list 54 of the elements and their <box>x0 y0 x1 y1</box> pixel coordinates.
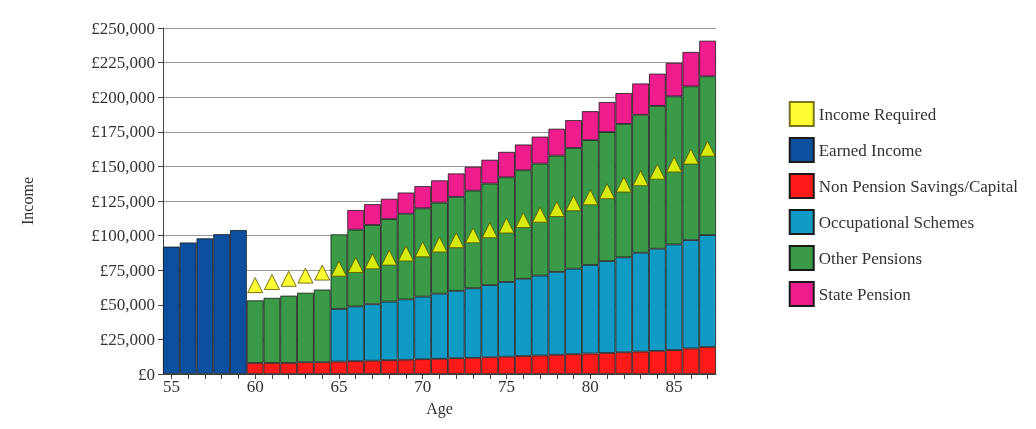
point <box>465 227 482 244</box>
y-axis-title: Income <box>18 177 36 225</box>
y-tick-label: £50,000 <box>99 295 155 315</box>
point <box>280 270 297 287</box>
y-tick-label: £125,000 <box>91 191 155 211</box>
y-tick-label: £75,000 <box>99 260 155 280</box>
point <box>615 176 632 193</box>
point <box>515 212 532 229</box>
legend-label: Non Pension Savings/Capital <box>818 176 1019 196</box>
point <box>347 256 364 273</box>
point <box>247 277 264 294</box>
y-tick-label: £200,000 <box>91 87 155 107</box>
x-tick-label: 80 <box>581 377 599 396</box>
x-tick-label: 75 <box>498 377 516 396</box>
legend-label: State Pension <box>818 284 912 304</box>
x-tick-label: 85 <box>665 377 683 396</box>
legend-label: Income Required <box>818 104 937 124</box>
point <box>532 206 549 223</box>
point <box>263 273 280 290</box>
y-tick-label: £175,000 <box>91 122 155 142</box>
x-tick-label: 60 <box>246 377 264 396</box>
y-tick-label: £0 <box>138 364 155 384</box>
x-tick-label: 70 <box>414 377 432 396</box>
y-tick-label: £250,000 <box>91 18 155 38</box>
point <box>381 249 398 266</box>
y-tick-label: £100,000 <box>91 226 155 246</box>
point <box>599 183 616 200</box>
point <box>565 195 582 212</box>
point <box>632 170 649 187</box>
legend-label: Earned Income <box>818 140 923 160</box>
x-tick-label: 65 <box>330 377 348 396</box>
y-tick-label: £225,000 <box>91 53 155 73</box>
point <box>548 201 565 218</box>
point <box>649 163 666 180</box>
point <box>431 236 448 253</box>
point <box>498 217 515 234</box>
point <box>414 241 431 258</box>
point <box>330 260 347 277</box>
point <box>314 264 331 281</box>
point <box>582 189 599 206</box>
legend-label: Occupational Schemes <box>818 212 975 232</box>
point <box>448 232 465 249</box>
point <box>699 140 716 157</box>
y-tick-label: £150,000 <box>91 156 155 176</box>
point <box>397 245 414 262</box>
x-axis-title: Age <box>426 399 453 418</box>
point <box>481 222 498 239</box>
x-tick-label: 55 <box>162 377 180 396</box>
legend-label: Other Pensions <box>818 248 923 268</box>
point <box>297 267 314 284</box>
point <box>682 148 699 165</box>
point <box>666 156 683 173</box>
y-tick-label: £25,000 <box>99 329 155 349</box>
point <box>364 253 381 270</box>
